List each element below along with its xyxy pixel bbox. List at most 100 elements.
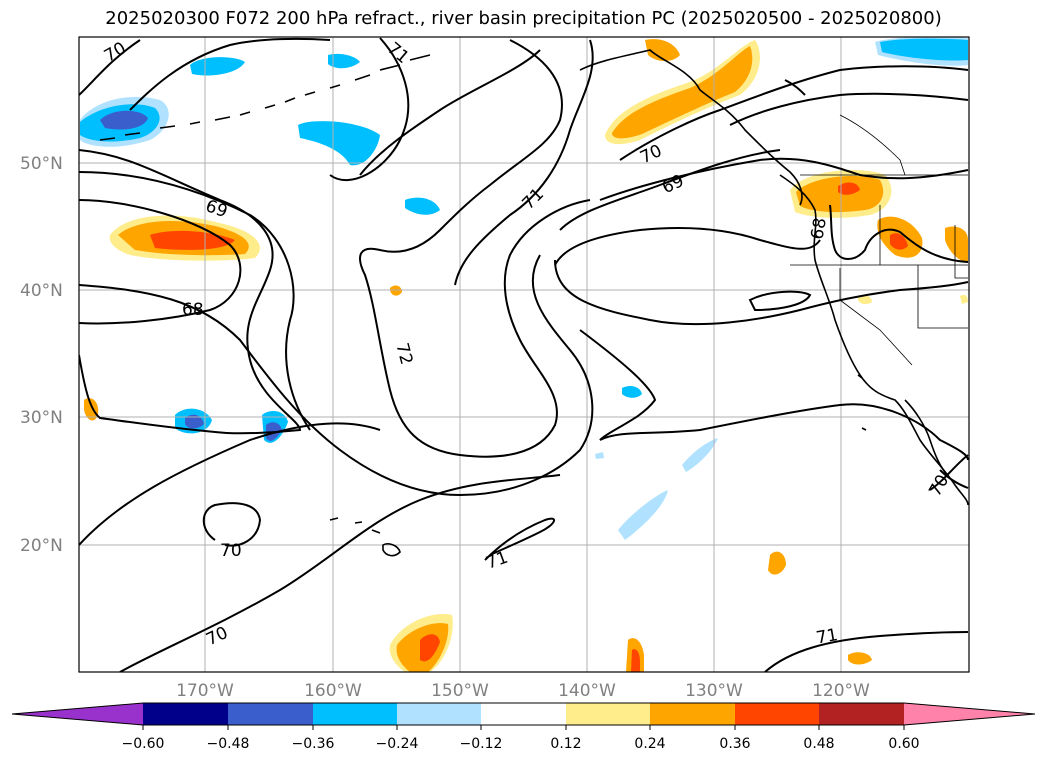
contour-label: 72 [391,341,416,367]
gridlines [79,37,969,672]
lon-label: 120°W [812,681,870,701]
contour-line [784,79,806,96]
colorbar-tick-label: 0.60 [888,736,919,752]
contour-label: 71 [484,548,511,574]
contour-line [119,474,561,672]
contour-label: 68 [807,216,830,241]
colorbar-tick-label: −0.60 [122,736,165,752]
lon-label: 160°W [304,681,362,701]
contour-line [554,227,821,266]
precip-positive-area [390,285,402,296]
contour-line [359,49,541,176]
lon-label: 170°W [176,681,234,701]
island-guadalupe [857,374,867,431]
contour-label: 68 [182,300,204,320]
contour-label: 71 [519,184,548,213]
contour-line [729,92,969,126]
contour-line [559,149,781,231]
precip-shading [80,37,968,672]
precip-negative-area [190,57,245,76]
precip-positive-area [645,39,680,62]
precip-positive-area [631,649,640,672]
map-title: 2025020300 F072 200 hPa refract., river … [105,8,942,29]
precip-positive-area [890,233,908,250]
coast-baja [904,399,951,479]
contour-line [484,517,555,561]
contour-label: 70 [203,623,231,650]
colorbar-segment [228,703,313,725]
contour-label: 70 [220,541,242,561]
contour-label: 71 [383,39,412,68]
contour-line [619,65,969,161]
precip-negative-area [298,121,380,166]
precip-positive-area [84,398,99,421]
colorbar-segment [735,703,819,725]
colorbar-tick-label: −0.12 [460,736,503,752]
longitude-labels: 170°W 160°W 150°W 140°W 130°W 120°W [176,681,870,701]
contour-line [929,454,969,491]
colorbar-tick-label: 0.48 [803,736,834,752]
precip-positive-area [420,634,440,662]
contour-label: 70 [637,141,665,168]
precip-positive-area [612,46,753,139]
contour-line [579,329,969,461]
contour-line [359,39,591,458]
precip-positive-area [838,182,860,195]
contour-line [748,290,812,312]
refractivity-contours [79,37,969,672]
precip-positive-area [858,294,872,305]
contour-line [329,37,410,181]
lat-label: 30°N [20,408,63,428]
lon-label: 140°W [558,681,616,701]
colorbar-segment [566,703,650,725]
precip-positive-area [796,176,884,213]
contour-line [202,502,262,547]
precip-negative-area [405,197,440,215]
colorbar-tick-label: 0.24 [634,736,665,752]
contour-line [79,422,381,546]
colorbar-tick-label: 0.36 [719,736,750,752]
contour-line [599,157,969,201]
contour-line [79,199,242,325]
precip-negative-area [618,490,668,540]
precip-positive-area [960,294,968,304]
colorbar-extend-min [12,703,143,725]
island-hawaii [329,517,401,557]
precip-negative-area [622,386,642,398]
precip-positive-area [945,226,968,262]
contour-line [454,39,594,286]
contour-line [79,254,594,497]
colorbar-segment [819,703,904,725]
precip-negative-area [100,110,148,130]
contour-line [939,469,969,489]
colorbar-segment [143,703,228,725]
contour-line [554,259,969,326]
colorbar: −0.60 −0.48 −0.36 −0.24 −0.12 0.12 0.24 … [11,702,1036,752]
precip-negative-area [682,438,718,472]
colorbar-tick-label: −0.24 [376,736,419,752]
colorbar-tick-label: −0.48 [207,736,250,752]
precip-negative-area [185,414,204,429]
precip-negative-area [595,452,604,459]
contour-labels: 70 71 70 69 71 69 68 72 70 71 70 71 68 7… [101,38,954,650]
contour-label: 70 [101,38,130,66]
contour-line [79,149,302,435]
lat-label: 20°N [20,536,63,556]
colorbar-ticks [142,725,905,730]
contour-line [764,631,969,672]
precip-positive-area [768,551,786,575]
contour-label: 71 [815,625,840,648]
coastlines [99,49,969,557]
colorbar-segment [397,703,481,725]
colorbar-extend-max [904,703,1035,725]
coast-aleutians [99,54,431,141]
latitude-labels: 50°N 40°N 30°N 20°N [20,154,63,556]
colorbar-segment [313,703,397,725]
contour-line [79,39,141,96]
precip-positive-area [848,652,872,665]
contour-label: 69 [203,196,230,222]
lon-label: 130°W [685,681,743,701]
colorbar-segment [650,703,735,725]
precip-negative-area [880,38,968,61]
contour-line [829,204,969,263]
